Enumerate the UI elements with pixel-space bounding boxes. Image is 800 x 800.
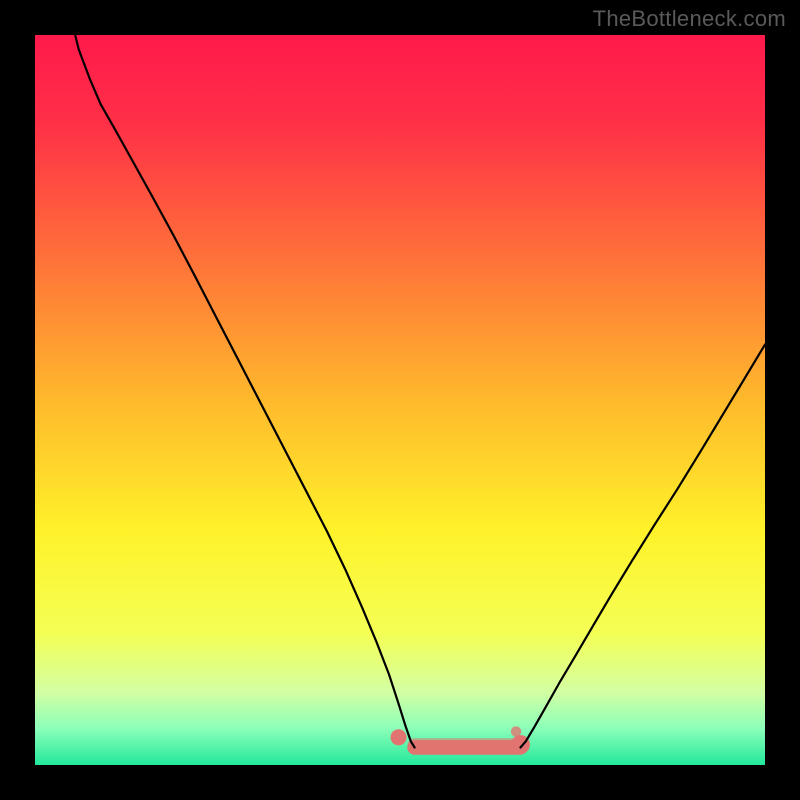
chart-background [35, 35, 765, 765]
marker-left-dot [391, 729, 407, 745]
bottleneck-curve-chart [0, 0, 800, 800]
